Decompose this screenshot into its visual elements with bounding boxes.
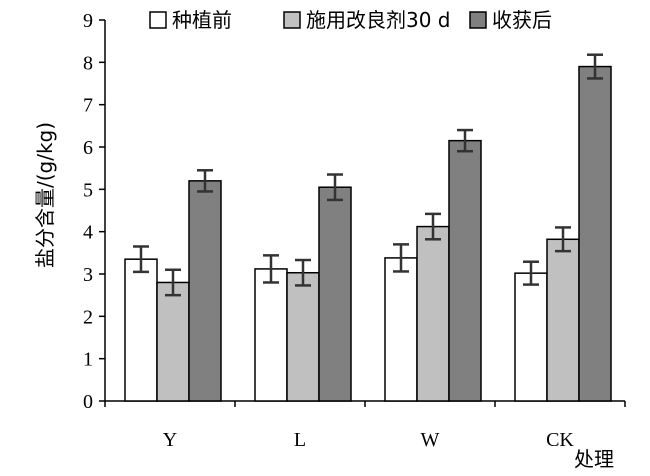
bar (286, 271, 320, 402)
y-tick-label: 4 (83, 222, 93, 244)
legend-item: 种植前 (149, 8, 232, 32)
bar (416, 225, 450, 402)
y-axis-title: 盐分含量/(g/kg) (33, 122, 57, 268)
error-bar (133, 245, 149, 274)
bar (318, 186, 352, 402)
y-tick-label: 6 (83, 137, 93, 159)
legend-item: 施用改良剂30 d (283, 8, 451, 32)
legend-label: 种植前 (172, 8, 232, 32)
axes: 0 1 2 3 4 5 6 7 8 9 Y L W CK (83, 10, 626, 451)
x-tick-label: Y (163, 429, 177, 451)
y-tick-label: 9 (83, 10, 93, 32)
error-bar (523, 260, 539, 286)
error-bar (197, 169, 213, 193)
y-tick-label: 3 (83, 264, 93, 286)
y-tick-label: 7 (83, 95, 93, 117)
y-tick-label: 2 (83, 306, 93, 328)
legend-swatch (149, 11, 167, 29)
bars (124, 65, 612, 402)
error-bar (295, 258, 311, 287)
legend: 种植前 施用改良剂30 d 收获后 (149, 8, 552, 32)
x-tick-label: W (421, 429, 440, 451)
error-bar (457, 128, 473, 153)
x-tick-label: L (294, 429, 306, 451)
bar (546, 238, 580, 402)
error-bar (263, 254, 279, 284)
error-bar (587, 53, 603, 80)
legend-label: 收获后 (492, 8, 552, 32)
x-axis-title: 处理 (574, 447, 614, 471)
bar (124, 258, 158, 402)
bar (384, 257, 418, 402)
error-bar (555, 226, 571, 253)
legend-label: 施用改良剂30 d (306, 8, 451, 32)
legend-swatch (283, 11, 301, 29)
bar (156, 281, 190, 402)
bar (254, 268, 288, 402)
bar (514, 272, 548, 402)
y-tick-label: 0 (83, 391, 93, 413)
bar (448, 139, 482, 402)
error-bars (133, 53, 603, 297)
bar (188, 180, 222, 402)
bar (578, 65, 612, 402)
legend-item: 收获后 (469, 8, 552, 32)
legend-swatch (469, 11, 487, 29)
error-bar (165, 268, 181, 297)
error-bar (327, 173, 343, 202)
x-tick-label: CK (546, 429, 574, 451)
error-bar (425, 212, 441, 241)
y-tick-label: 8 (83, 52, 93, 74)
y-tick-label: 5 (83, 179, 93, 201)
y-tick-label: 1 (83, 349, 93, 371)
error-bar (393, 243, 409, 273)
